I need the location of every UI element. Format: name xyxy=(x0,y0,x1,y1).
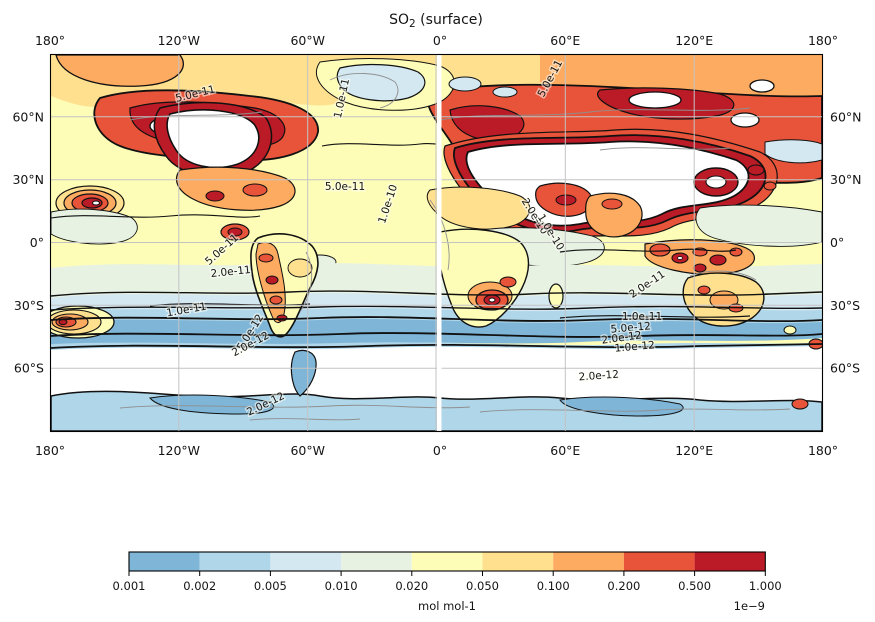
colorbar-ticks xyxy=(128,571,766,576)
y-tick-label: 60°S xyxy=(14,361,44,376)
x-axis-bottom-labels: 180° 120°W 60°W 0° 60°E 120°E 180° xyxy=(35,443,838,458)
map-frame xyxy=(49,53,824,433)
colorbar-segment xyxy=(694,552,766,571)
colorbar-tick-label: 0.200 xyxy=(607,579,640,593)
colorbar-tick-label: 0.050 xyxy=(466,579,499,593)
x-tick-label: 120°W xyxy=(158,33,200,48)
x-tick-label: 180° xyxy=(35,443,65,458)
colorbar-tick-label: 0.010 xyxy=(325,579,358,593)
x-tick-label: 0° xyxy=(433,33,447,48)
y-tick-label: 0° xyxy=(830,235,844,250)
map-art: 5.0e-11 1.0e-105.0e-112.0e-115.0e-115.0e-… xyxy=(51,55,822,431)
x-tick-label: 120°E xyxy=(675,443,713,458)
colorbar-segment xyxy=(482,552,554,571)
colorbar-segment xyxy=(623,552,695,571)
x-axis-top-labels: 180° 120°W 60°W 0° 60°E 120°E 180° xyxy=(35,33,838,48)
contour-label: 1.0e-12 xyxy=(614,339,655,354)
colorbar-frame xyxy=(128,551,766,572)
colorbar-tick-label: 0.500 xyxy=(678,579,711,593)
colorbar-tick-label: 0.100 xyxy=(537,579,570,593)
colorbar-tick-label: 0.005 xyxy=(254,579,287,593)
colorbar-tick-label: 0.002 xyxy=(183,579,216,593)
y-axis-right-labels: 60°N 30°N 0° 30°S 60°S xyxy=(830,110,862,376)
y-tick-label: 60°N xyxy=(830,110,862,125)
x-tick-label: 60°W xyxy=(290,443,325,458)
colorbar-segment xyxy=(553,552,624,571)
colorbar-unit-label: mol mol-1 xyxy=(418,599,476,613)
x-tick-label: 120°E xyxy=(675,33,713,48)
colorbar-tick-label: 0.001 xyxy=(113,579,146,593)
colorbar-tick-label: 1.000 xyxy=(749,579,782,593)
y-tick-label: 30°S xyxy=(830,298,860,313)
x-tick-label: 0° xyxy=(433,443,447,458)
x-tick-label: 180° xyxy=(808,33,838,48)
contour-label: 2.0e-12 xyxy=(578,369,619,384)
y-tick-label: 60°S xyxy=(830,361,860,376)
contour-label: 1.0e-11 xyxy=(622,311,662,323)
y-tick-label: 30°N xyxy=(830,172,862,187)
contour-label: 5.0e-12 xyxy=(610,320,651,335)
contour-label: 2.0e-12 xyxy=(601,329,643,346)
contour-label: 5.0e-11 xyxy=(325,181,365,193)
gridlines xyxy=(51,55,822,431)
colorbar-segment xyxy=(341,552,412,571)
y-axis-left-labels: 60°N 30°N 0° 30°S 60°S xyxy=(12,110,44,376)
x-tick-label: 60°E xyxy=(550,443,580,458)
colorbar: 0.001 0.002 0.005 0.010 0.020 0.050 0.100 0.200… xyxy=(113,551,782,613)
colorbar-tick-labels: 0.001 0.002 0.005 0.010 0.020 0.050 0.100 0.200… xyxy=(113,579,782,593)
y-tick-label: 30°N xyxy=(12,172,44,187)
prime-meridian-seam xyxy=(437,55,442,431)
x-tick-label: 60°E xyxy=(550,33,580,48)
x-tick-label: 60°W xyxy=(290,33,325,48)
x-tick-label: 180° xyxy=(35,33,65,48)
colorbar-segment xyxy=(270,552,342,571)
contour-label: 2.0e-11 xyxy=(210,264,251,280)
colorbar-tick-label: 0.020 xyxy=(395,579,428,593)
colorbar-segment xyxy=(129,552,200,571)
colorbar-segment xyxy=(199,552,271,571)
page-title: SO2 (surface) xyxy=(389,12,483,30)
y-tick-label: 0° xyxy=(30,235,44,250)
y-tick-label: 30°S xyxy=(14,298,44,313)
x-tick-label: 180° xyxy=(808,443,838,458)
y-tick-label: 60°N xyxy=(12,110,44,125)
colorbar-segment xyxy=(411,552,483,571)
pacific-hotspot-rings xyxy=(51,305,115,339)
colorbar-scale-label: 1e−9 xyxy=(734,599,765,613)
x-tick-label: 120°W xyxy=(158,443,200,458)
